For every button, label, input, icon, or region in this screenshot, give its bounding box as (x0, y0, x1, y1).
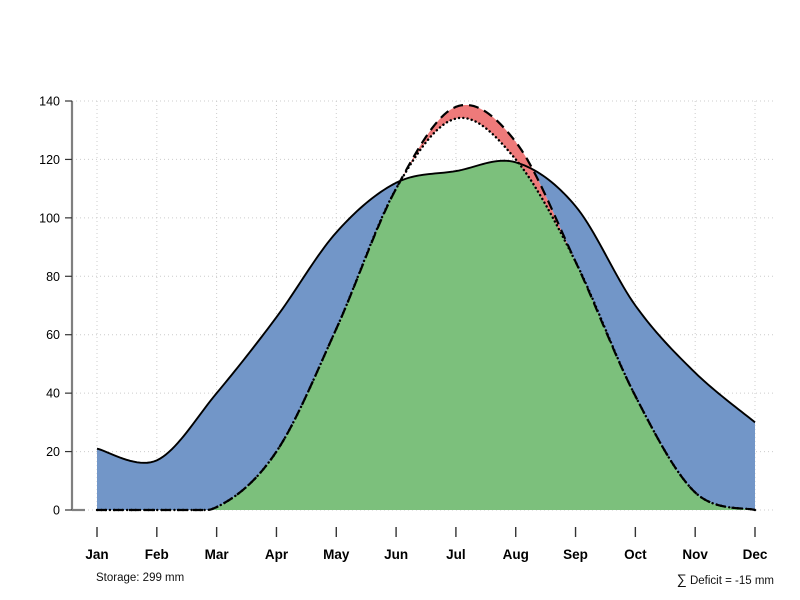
x-tick-label-feb: Feb (145, 547, 169, 562)
series-line-ppt (96, 159, 756, 464)
x-tick-label-apr: Apr (265, 547, 289, 562)
x-tick-label-dec: Dec (743, 547, 768, 562)
x-tick-label-nov: Nov (682, 547, 708, 562)
y-tick-label: 40 (46, 387, 60, 401)
x-tick-label-mar: Mar (205, 547, 230, 562)
x-tick-label-oct: Oct (624, 547, 647, 562)
storage-annotation: Storage: 299 mm (96, 572, 185, 584)
x-tick-label-jul: Jul (446, 547, 466, 562)
x-tick-label-may: May (323, 547, 350, 562)
sigma-icon: ∑ (676, 571, 687, 587)
band-surplus-recharge (97, 181, 400, 511)
band-utilization (97, 160, 755, 510)
deficit-annotation: ∑ Deficit = -15 mm (677, 571, 774, 587)
series-line-pet (97, 103, 756, 512)
series-line-aet (95, 116, 757, 512)
x-tick-label-sep: Sep (563, 547, 588, 562)
y-tick-label: 80 (46, 270, 60, 284)
x-tick-label-jun: Jun (384, 547, 408, 562)
y-tick-label: 60 (46, 328, 60, 342)
deficit-annotation-text: Deficit = -15 mm (689, 575, 774, 587)
y-tick-label: 140 (39, 95, 60, 109)
y-tick-label: 120 (39, 153, 60, 167)
x-tick-label-aug: Aug (503, 547, 529, 562)
y-tick-label: 20 (46, 445, 60, 459)
y-tick-label: 0 (53, 504, 60, 518)
y-tick-label: 100 (39, 211, 60, 225)
x-tick-label-jan: Jan (85, 547, 108, 562)
band-surplus-recharge (533, 169, 755, 510)
